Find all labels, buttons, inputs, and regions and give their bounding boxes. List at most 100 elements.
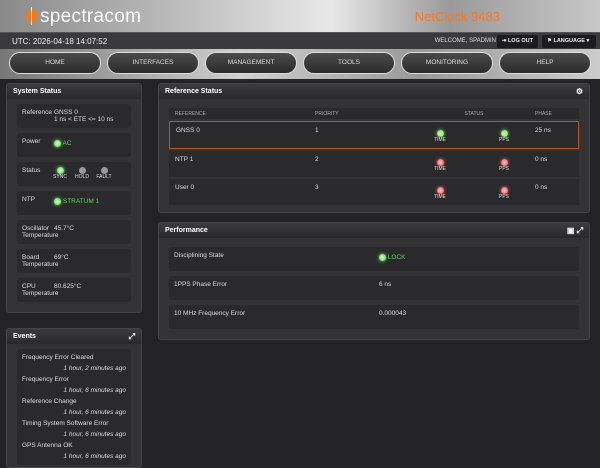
ref-title: Reference Status [165,88,223,95]
event-text: GPS Antenna OK [22,442,73,449]
logout-label: LOG OUT [507,38,533,44]
event-item[interactable]: GPS Antenna OK 1 hour, 6 minutes ago [17,440,131,462]
welcome-text: WELCOME, SPADMIN [434,38,496,44]
label: NTP [22,196,35,203]
col-reference: REFERENCE [175,110,206,117]
event-time: 1 hour, 6 minutes ago [63,431,126,438]
perf-label: Disciplining State [174,252,224,259]
l2: Temperature [22,232,59,239]
label: Power [22,138,41,145]
perf-value: 6 ns [379,281,391,288]
time-label: TIME [434,194,446,200]
event-text: Frequency Error [22,376,69,383]
power-value: AC [62,140,72,148]
event-item[interactable]: Timing System Software Error 1 hour, 6 mi… [17,418,131,440]
ntp-value: STRATUM 1 [62,198,100,206]
l2: Temperature [22,261,59,268]
value: 45.7°C [54,225,74,232]
event-text: Reference Change [22,398,77,405]
cell-phase: 0 ns [535,184,548,191]
pps-label: PPS [498,166,509,172]
perf-value-text: LOCK [387,254,406,262]
language-button[interactable]: ⚑ LANGUAGE ▾ [542,35,596,48]
label: Reference [22,109,52,116]
nav-monitoring[interactable]: MONITORING [401,52,493,74]
time-label: TIME [434,137,446,143]
value: SYNC HOLD FAULT [51,167,117,180]
event-time: 1 hour, 6 minutes ago [63,387,126,394]
nav-help[interactable]: HELP [499,52,591,74]
label: Status [22,167,41,174]
col-priority: PRIORITY [315,110,339,117]
value: 69°C [54,254,69,261]
logout-button[interactable]: ⇥ LOG OUT [496,35,538,48]
time-led-icon [436,187,444,194]
power-box: Power AC [17,133,131,157]
panel-title: Performance ▣ ⤢ [159,223,589,238]
value: STRATUM 1 [54,198,99,205]
event-item[interactable]: Reference Change 1 hour, 6 minutes ago [17,396,131,418]
table-row[interactable]: User 0 3 TIME PPS 0 ns [169,179,579,205]
cell-priority: 3 [315,184,319,191]
nav-interfaces[interactable]: INTERFACES [107,52,199,74]
led-icon [100,167,108,174]
l2: Temperature [22,290,59,297]
sync-label: SYNC [53,174,67,180]
led-icon [78,167,86,174]
table-header: REFERENCE PRIORITY STATUS PHASE [169,108,579,119]
logo: spectracom [26,6,141,28]
brand-name: spectracom [40,6,142,27]
cell-status: TIME PPS [419,151,529,177]
value: 80.625°C [54,283,82,290]
events-panel: Events ⤢ Frequency Error Cleared 1 hour, 2… [6,328,142,468]
main-nav: HOME INTERFACES MANAGEMENT TOOLS MONITOR… [0,49,600,79]
status-box: Status SYNC HOLD FAULT [17,162,131,186]
time-led-icon [436,130,444,137]
perf-label: 10 MHz Frequency Error [174,310,246,317]
value: AC [54,140,71,147]
nav-home[interactable]: HOME [9,52,101,74]
table-row[interactable]: GNSS 0 1 TIME PPS 25 ns [169,121,579,149]
event-text: Timing System Software Error [22,420,109,427]
reference-table: REFERENCE PRIORITY STATUS PHASE GNSS 0 1 TIME… [169,106,579,207]
l1: CPU [22,283,36,290]
model-name: NetClock 9483 [414,9,500,24]
chart-expand-icons[interactable]: ▣ ⤢ [566,226,583,235]
led-icon [54,140,61,147]
expand-icon[interactable]: ⤢ [128,332,135,341]
nav-tools[interactable]: TOOLS [303,52,395,74]
panel-title: Reference Status ⚙ [159,84,589,99]
ntp-box: NTP STRATUM 1 [17,191,131,215]
reference-value: GNSS 0 [54,109,78,116]
perf-title: Performance [165,227,208,234]
l1: Oscillator [22,225,50,232]
pps-led-icon [500,159,508,166]
col-status: STATUS [464,110,484,117]
perf-label: 1PPS Phase Error [174,281,228,288]
status-bar: UTC: 2026-04-18 14:07:52 WELCOME, SPADMI… [0,32,600,49]
cell-reference: GNSS 0 [169,121,309,149]
oscillator-box: Oscillator Temperature 45.7°C [17,220,131,244]
language-label: LANGUAGE [553,38,585,44]
pps-label: PPS [498,194,509,200]
event-text: Frequency Error Cleared [22,354,94,361]
reference-status-panel: Reference Status ⚙ REFERENCE PRIORITY STATU… [158,83,590,213]
cell-status: TIME PPS [419,179,529,205]
led-icon [379,254,386,261]
col-phase: PHASE [535,110,552,117]
event-time: 1 hour, 6 minutes ago [63,453,126,460]
cpu-box: CPU Temperature 80.625°C [17,278,131,302]
performance-panel: Performance ▣ ⤢ Disciplining State LOCK 1P… [158,222,590,340]
nav-management[interactable]: MANAGEMENT [205,52,297,74]
pps-label: PPS [498,137,509,143]
cell-phase: 25 ns [529,121,579,149]
event-time: 1 hour, 2 minutes ago [63,365,126,372]
event-item[interactable]: Frequency Error 1 hour, 6 minutes ago [17,374,131,396]
gear-icon[interactable]: ⚙ [575,87,583,96]
event-item[interactable]: Frequency Error Cleared 1 hour, 2 minutes… [17,352,131,374]
table-row[interactable]: NTP 1 2 TIME PPS 0 ns [169,151,579,177]
cell-phase: 0 ns [535,156,548,163]
performance-row: 1PPS Phase Error 6 ns [169,276,579,300]
